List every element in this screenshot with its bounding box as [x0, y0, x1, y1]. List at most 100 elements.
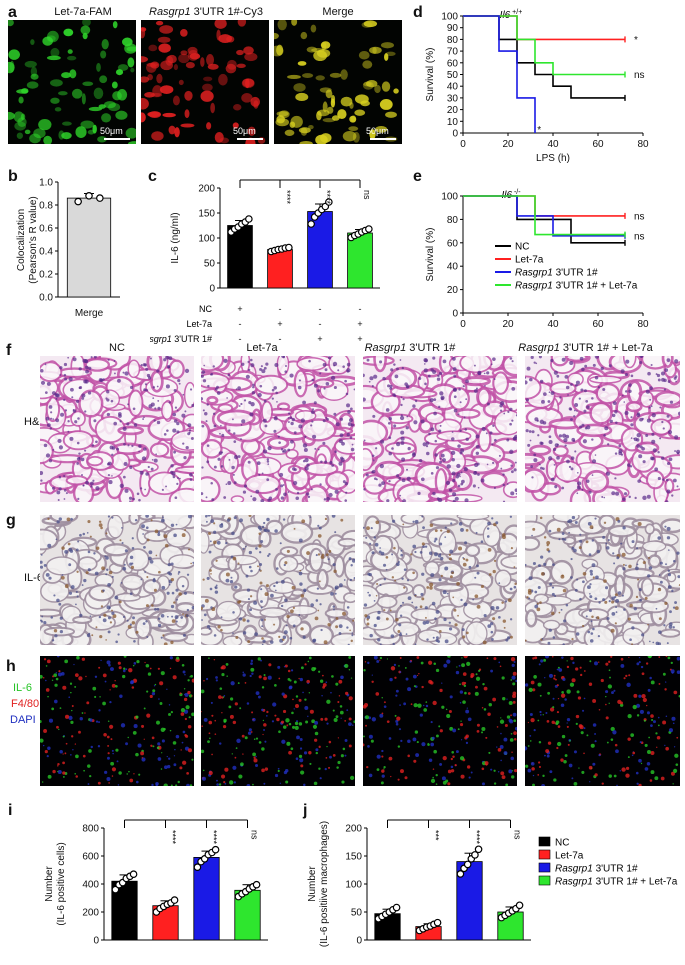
fluorescent-spot [156, 720, 160, 725]
nucleus [400, 441, 405, 445]
nucleus [225, 572, 230, 577]
fluorescent-spot [167, 764, 171, 769]
nucleus [486, 402, 490, 406]
nucleus [98, 378, 103, 382]
design-sign: - [319, 319, 322, 329]
nucleus [110, 399, 114, 403]
nucleus [377, 638, 381, 642]
nucleus [325, 553, 329, 557]
nucleus [48, 405, 53, 409]
fluorescent-spot [351, 724, 354, 726]
fluorescent-spot [463, 656, 468, 659]
fluorescent-spot [231, 753, 233, 755]
fluorescent-spot [94, 675, 98, 679]
cell [218, 34, 233, 43]
nucleus [538, 564, 541, 568]
fluorescent-spot [650, 751, 655, 756]
nucleus [615, 598, 620, 603]
nucleus [75, 603, 77, 606]
nucleus [119, 420, 122, 423]
nucleus [59, 374, 62, 376]
nucleus [554, 485, 558, 489]
nucleus [250, 363, 255, 368]
cell [340, 69, 348, 80]
fluorescent-spot [560, 693, 566, 698]
nucleus [149, 559, 154, 564]
nucleus [68, 563, 72, 567]
fluorescent-spot [605, 662, 609, 666]
fluorescent-spot [170, 784, 173, 786]
fluorescent-spot [55, 672, 58, 674]
fluorescent-spot [303, 783, 306, 786]
fluorescent-spot [208, 770, 213, 776]
if-image-rasgrp1-let7a [525, 656, 680, 786]
y-tick-label: 60 [447, 58, 459, 69]
fluorescent-spot [95, 720, 99, 723]
nucleus [185, 445, 189, 450]
fluorescent-spot [119, 694, 123, 698]
fluorescent-spot [322, 683, 327, 687]
nucleus [532, 527, 536, 531]
nucleus [476, 571, 480, 575]
nucleus [531, 534, 533, 537]
nucleus [273, 416, 278, 421]
fluorescent-spot [201, 725, 204, 728]
fluorescent-spot [296, 735, 300, 740]
cell [297, 61, 307, 66]
fluorescent-spot [307, 715, 309, 718]
nucleus [575, 380, 580, 385]
fluorescent-spot [295, 757, 299, 760]
fluorescent-spot [448, 709, 452, 713]
fluorescent-spot [279, 782, 281, 784]
alveolus [589, 401, 613, 425]
nucleus [245, 545, 247, 548]
nucleus [142, 533, 144, 535]
nucleus [79, 613, 83, 618]
fluorescent-spot [539, 694, 542, 697]
alveolus [170, 429, 194, 451]
nucleus [460, 598, 463, 602]
nucleus [149, 357, 152, 360]
nucleus [372, 459, 375, 462]
fluorescent-spot [302, 691, 304, 694]
fluorescent-spot [511, 675, 516, 680]
cell [80, 25, 91, 35]
nucleus [115, 640, 118, 644]
nucleus [173, 419, 178, 423]
fluorescent-spot [225, 662, 229, 666]
fluorescent-spot [542, 714, 544, 716]
nucleus [570, 576, 573, 579]
design-sign: + [237, 304, 242, 314]
fluorescent-spot [340, 717, 342, 719]
nucleus [76, 457, 81, 461]
fluorescent-spot [430, 778, 436, 784]
nucleus [270, 593, 274, 598]
fluorescent-spot [135, 752, 139, 757]
nucleus [602, 535, 606, 539]
fluorescent-spot [555, 678, 557, 681]
fluorescent-spot [551, 720, 555, 725]
micrograph-texture [40, 356, 194, 502]
fluorescent-spot [393, 663, 397, 667]
nucleus [207, 384, 210, 388]
fluorescent-spot [650, 680, 655, 685]
cell [178, 53, 190, 64]
nucleus [449, 549, 454, 554]
cell [225, 63, 237, 74]
nucleus [424, 358, 428, 363]
nucleus [40, 380, 46, 385]
nucleus [364, 614, 368, 618]
nucleus [280, 496, 285, 500]
fluorescent-spot [497, 770, 500, 773]
nucleus [307, 495, 311, 499]
alveolus [562, 536, 576, 545]
alveolus [476, 386, 492, 408]
nucleus [318, 580, 321, 583]
fluorescent-spot [286, 724, 289, 727]
cell [81, 93, 86, 105]
nucleus [528, 597, 531, 600]
fluorescent-spot [386, 658, 389, 660]
nucleus [591, 459, 597, 464]
fluorescent-spot [308, 751, 312, 755]
nucleus [156, 607, 160, 611]
